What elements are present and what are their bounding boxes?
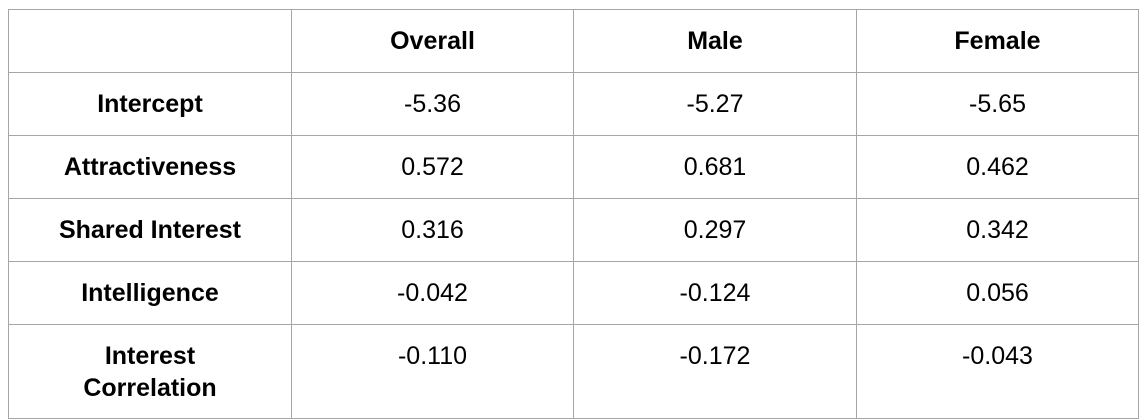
header-cell-overall: Overall (291, 9, 574, 73)
row-label-attractiveness: Attractiveness (8, 135, 292, 199)
row-label-intelligence: Intelligence (8, 261, 292, 325)
row-label-line: Interest (104, 342, 196, 370)
table-row: Shared Interest 0.316 0.297 0.342 (8, 198, 1139, 262)
value-cell: 0.056 (856, 261, 1139, 325)
value-cell: 0.462 (856, 135, 1139, 199)
table-row: Interest Correlation -0.110 -0.172 -0.04… (8, 324, 1139, 419)
header-cell-male: Male (573, 9, 857, 73)
value-cell: 0.297 (573, 198, 857, 262)
value-cell: -0.124 (573, 261, 857, 325)
table-row: Intercept -5.36 -5.27 -5.65 (8, 72, 1139, 136)
value-cell: 0.316 (291, 198, 574, 262)
value-cell: 0.572 (291, 135, 574, 199)
value-cell: -0.042 (291, 261, 574, 325)
value-cell: -0.172 (573, 324, 857, 419)
value-cell: -5.27 (573, 72, 857, 136)
header-cell-female: Female (856, 9, 1139, 73)
value-cell: -0.110 (291, 324, 574, 419)
header-row: Overall Male Female (8, 9, 1139, 73)
table-row: Attractiveness 0.572 0.681 0.462 (8, 135, 1139, 199)
coefficient-table: Overall Male Female Intercept -5.36 -5.2… (8, 9, 1139, 419)
row-label-interest-correlation: Interest Correlation (8, 324, 292, 419)
row-label-line: Correlation (83, 374, 217, 402)
table-row: Intelligence -0.042 -0.124 0.056 (8, 261, 1139, 325)
value-cell: -0.043 (856, 324, 1139, 419)
row-label-shared-interest: Shared Interest (8, 198, 292, 262)
value-cell: -5.65 (856, 72, 1139, 136)
value-cell: 0.681 (573, 135, 857, 199)
row-label-intercept: Intercept (8, 72, 292, 136)
value-cell: 0.342 (856, 198, 1139, 262)
header-cell-empty (8, 9, 292, 73)
value-cell: -5.36 (291, 72, 574, 136)
